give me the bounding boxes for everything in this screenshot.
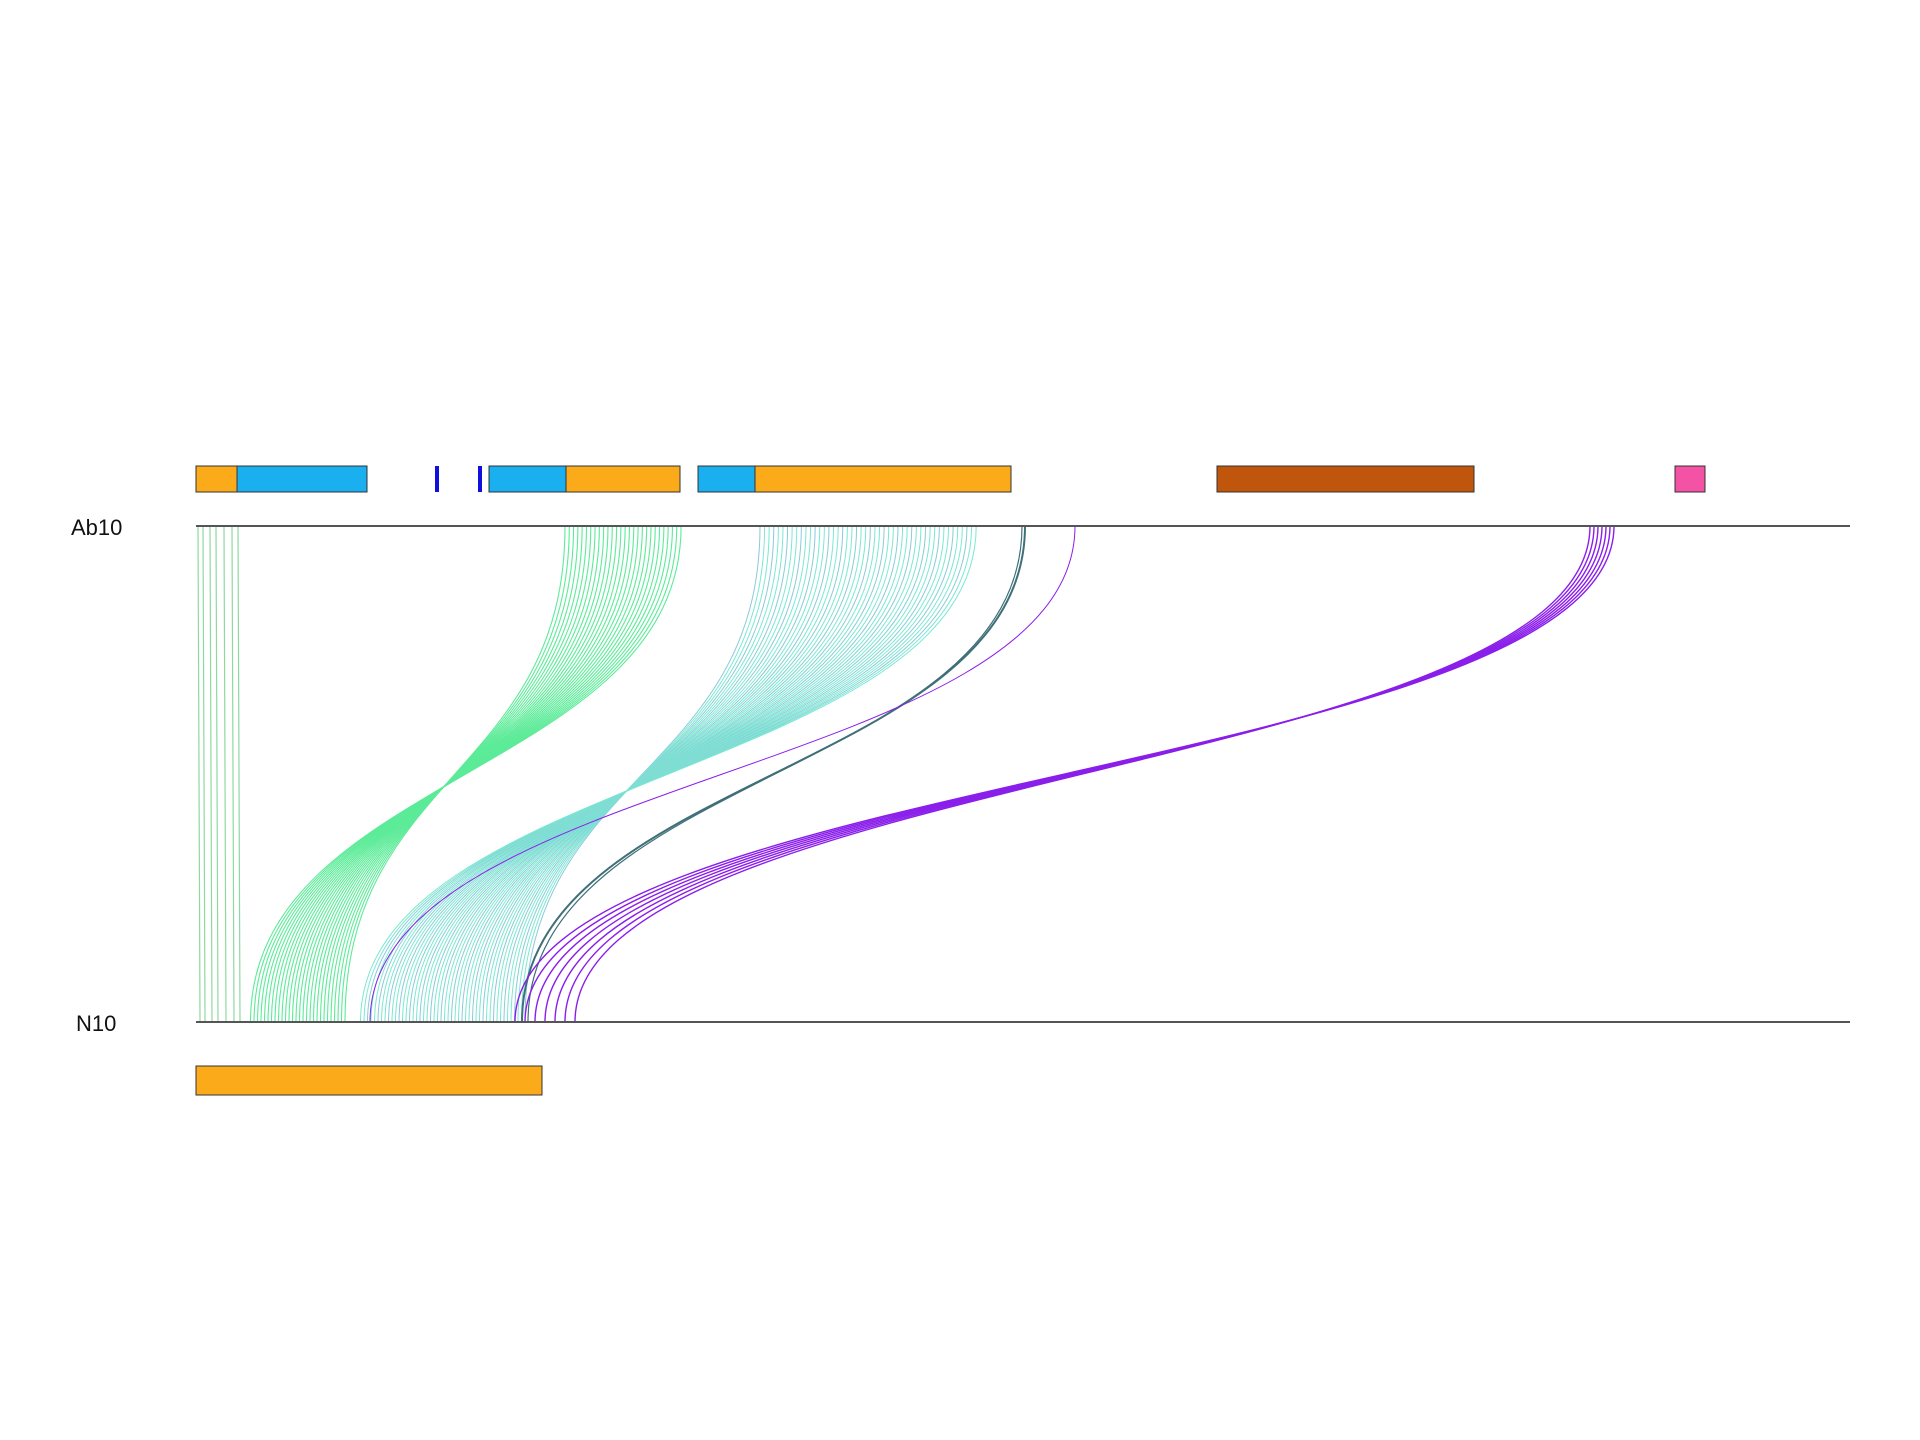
top-block-pink-1	[1674, 465, 1706, 493]
link-vertical-1	[197, 525, 201, 1023]
top-block-blue-3	[697, 465, 756, 493]
link-purple-thin	[369, 525, 1076, 1023]
link-vertical-6	[231, 525, 235, 1023]
link-aqua-48	[360, 525, 977, 1023]
track-label-ab10: Ab10	[71, 515, 122, 540]
top-block-orange-2	[565, 465, 681, 493]
link-vertical-5	[223, 525, 227, 1023]
top-marker-darkblue-1	[435, 466, 439, 492]
bottom-annotation-track	[195, 1065, 543, 1096]
link-vertical-4	[215, 525, 219, 1023]
top-annotation-track	[195, 465, 1706, 493]
link-vertical-7	[237, 525, 241, 1023]
top-marker-darkblue-2	[478, 466, 482, 492]
link-green-28	[249, 525, 682, 1023]
link-purple-7	[514, 525, 1615, 1023]
link-slate-1	[521, 525, 1026, 1023]
top-block-orange-1	[195, 465, 238, 493]
link-purple-1	[574, 525, 1591, 1023]
link-vertical-2	[202, 525, 206, 1023]
synteny-links	[197, 525, 1615, 1023]
link-vertical-3	[209, 525, 213, 1023]
link-slate-2	[527, 525, 1023, 1023]
bottom-block-orange-1	[195, 1065, 543, 1096]
top-block-blue-2	[488, 465, 567, 493]
top-block-blue-1	[236, 465, 368, 493]
top-block-brown-1	[1216, 465, 1475, 493]
top-block-orange-3	[754, 465, 1012, 493]
track-label-n10: N10	[76, 1011, 116, 1036]
